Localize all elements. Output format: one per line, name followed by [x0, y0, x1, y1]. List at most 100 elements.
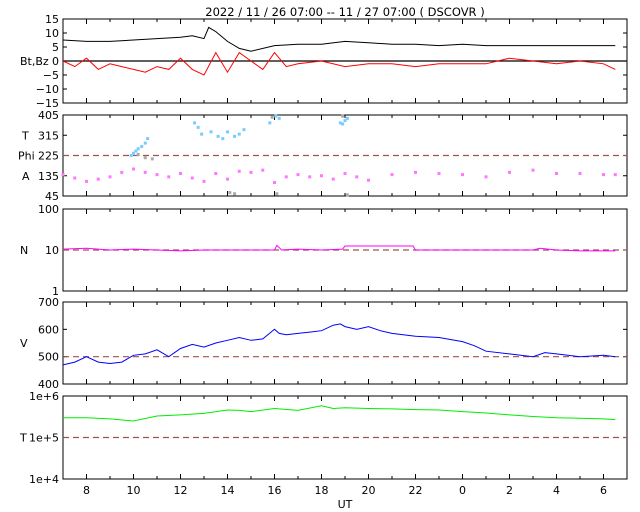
- panel-frame-3: [62, 301, 628, 385]
- x-tick-label: 8: [83, 484, 90, 497]
- data-point: [233, 192, 237, 196]
- data-point: [167, 175, 171, 179]
- data-point: [273, 181, 276, 184]
- data-point: [341, 122, 345, 126]
- y-tick-label: 400: [38, 378, 59, 391]
- x-tick-label: 10: [127, 484, 141, 497]
- data-point: [613, 173, 617, 177]
- y-tick-label: 600: [38, 323, 59, 336]
- data-point: [275, 192, 279, 196]
- data-point: [261, 168, 265, 172]
- data-point: [196, 125, 200, 129]
- y-tick-label: 15: [45, 13, 59, 26]
- data-point: [233, 134, 237, 138]
- y-tick-label: 1: [52, 285, 59, 298]
- y-tick-label: 1e+4: [29, 473, 59, 486]
- series-line: [62, 51, 616, 76]
- y-tick-label: 10: [45, 244, 59, 257]
- data-point: [555, 172, 558, 175]
- data-point: [143, 156, 147, 160]
- data-point: [216, 134, 220, 138]
- data-point: [202, 179, 206, 183]
- data-point: [345, 116, 349, 120]
- data-point: [249, 170, 253, 174]
- y-tick-label: 135: [38, 170, 59, 183]
- data-point: [132, 151, 135, 155]
- data-point: [414, 170, 417, 174]
- data-point: [226, 177, 229, 181]
- data-point: [343, 172, 347, 175]
- data-point: [193, 121, 197, 125]
- data-point: [237, 169, 241, 173]
- data-point: [108, 175, 112, 179]
- x-tick-label: 4: [553, 484, 560, 497]
- data-point: [331, 177, 335, 181]
- y-tick-label: 0: [52, 55, 59, 68]
- data-point: [308, 175, 312, 179]
- data-point: [143, 141, 147, 145]
- y-tick-label: 1e+6: [29, 390, 59, 403]
- y-tick-label: 700: [38, 296, 59, 309]
- data-point: [129, 154, 133, 157]
- data-point: [134, 149, 138, 153]
- data-point: [341, 114, 345, 118]
- y-axis-label-phi: Phi: [18, 150, 35, 163]
- x-tick-label: 6: [600, 484, 607, 497]
- y-tick-label: 10: [45, 27, 59, 40]
- y-tick-label: 225: [38, 150, 59, 163]
- data-point: [132, 167, 135, 171]
- data-point: [242, 128, 246, 132]
- data-point: [531, 168, 535, 172]
- data-point: [200, 132, 204, 136]
- data-point: [221, 137, 225, 141]
- y-tick-label: 45: [45, 190, 59, 203]
- data-point: [296, 173, 300, 177]
- data-point: [268, 121, 272, 125]
- y-tick-label: 500: [38, 351, 59, 364]
- x-axis-label: UT: [338, 498, 353, 511]
- y-tick-label: 315: [38, 129, 59, 142]
- series-line: [63, 405, 616, 422]
- data-point: [338, 121, 342, 125]
- y-axis-label-theta: T: [21, 129, 29, 142]
- panels: 151050−5−10−15Bt,Bz40531522513545TPhiA10…: [18, 13, 628, 497]
- data-point: [461, 173, 464, 177]
- data-point: [146, 137, 150, 141]
- data-point: [85, 179, 88, 183]
- data-point: [214, 172, 218, 175]
- data-point: [355, 175, 359, 179]
- data-point: [270, 115, 274, 119]
- data-point: [226, 130, 229, 134]
- y-axis-label: T: [19, 432, 27, 445]
- data-point: [143, 170, 147, 174]
- y-tick-label: −15: [36, 97, 59, 110]
- y-tick-label: 100: [38, 203, 59, 216]
- data-point: [61, 173, 65, 177]
- data-point: [484, 175, 488, 179]
- data-point: [150, 157, 154, 161]
- data-point: [274, 114, 278, 118]
- y-tick-label: 1e+5: [29, 432, 59, 445]
- data-point: [508, 170, 511, 174]
- x-tick-label: 18: [315, 484, 329, 497]
- y-axis-label: V: [20, 337, 28, 350]
- series-line: [62, 244, 616, 252]
- data-point: [73, 176, 77, 180]
- x-tick-label: 14: [221, 484, 235, 497]
- y-axis-label-angle: A: [22, 170, 30, 183]
- data-point: [578, 172, 582, 175]
- data-point: [277, 116, 281, 120]
- x-tick-label: 22: [409, 484, 423, 497]
- data-point: [228, 191, 232, 195]
- y-tick-label: −10: [36, 83, 59, 96]
- x-tick-label: 16: [268, 484, 282, 497]
- data-point: [136, 152, 140, 156]
- data-point: [437, 172, 441, 175]
- data-point: [179, 172, 182, 175]
- data-point: [155, 173, 159, 177]
- x-tick-label: 2: [506, 484, 513, 497]
- x-tick-label: 20: [362, 484, 376, 497]
- series-line: [62, 323, 616, 366]
- y-axis-label: N: [20, 244, 28, 257]
